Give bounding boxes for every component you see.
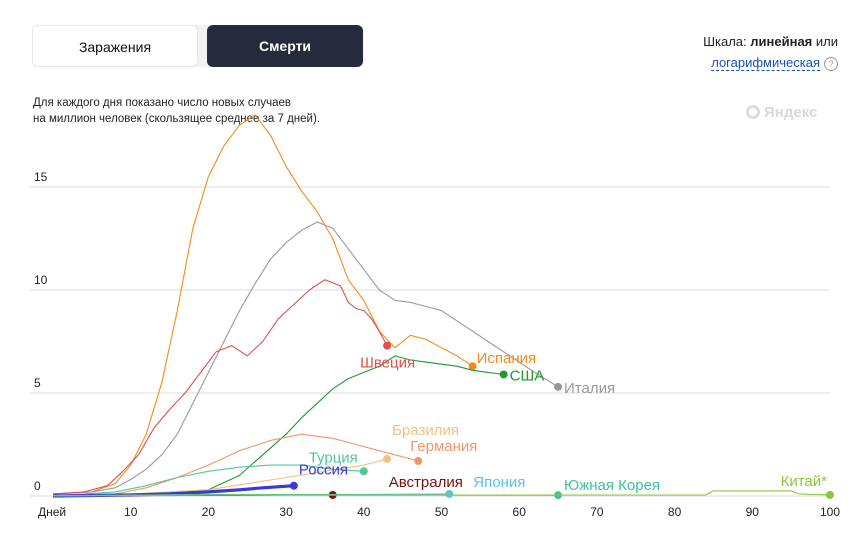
series-label: США <box>510 367 545 384</box>
series-line <box>52 279 388 495</box>
series-end-point <box>289 481 298 490</box>
series-label: Южная Корея <box>564 477 660 494</box>
y-tick-label: 5 <box>34 376 41 390</box>
series-line <box>52 221 559 495</box>
series-end-point <box>359 467 368 476</box>
scale-linear: линейная <box>750 34 813 49</box>
chart-note-line-2: на миллион человек (скользящее среднее з… <box>33 113 321 125</box>
series-end-point <box>445 489 454 498</box>
x-tick-label: 60 <box>513 505 527 519</box>
scale-prefix: Шкала: <box>703 34 751 49</box>
y-tick-label: 15 <box>34 170 48 184</box>
series-line <box>52 114 473 495</box>
chart-note: Для каждого дня показано число новых слу… <box>33 95 320 127</box>
series-end-point <box>383 454 392 463</box>
series-end-point <box>826 490 834 499</box>
series-end-point <box>554 382 563 391</box>
series-end-point <box>468 362 477 371</box>
x-tick-label: 30 <box>279 505 293 519</box>
series-line <box>52 355 504 497</box>
x-tick-label: 50 <box>435 505 449 519</box>
series-label: Германия <box>410 438 477 455</box>
yandex-logo-text: Яндекс <box>764 104 818 121</box>
scale-or: или <box>812 34 838 49</box>
x-tick-label: 70 <box>590 505 604 519</box>
scale-switcher: Шкала: линейная или логарифмическая? <box>703 31 838 73</box>
series-label: Швеция <box>360 355 415 372</box>
x-tick-label: 20 <box>202 505 216 519</box>
series-label: Испания <box>477 350 537 367</box>
x-axis-label: Дней <box>38 505 66 519</box>
series-label: Турция <box>309 449 358 466</box>
tab-infections[interactable]: Заражения <box>32 25 198 67</box>
x-tick-label: 100 <box>820 505 840 519</box>
scale-log-link[interactable]: логарифмическая <box>711 55 820 71</box>
series-line <box>52 433 419 497</box>
chart-note-line-1: Для каждого дня показано число новых слу… <box>33 97 291 109</box>
y-tick-label: 10 <box>34 273 48 287</box>
series-label: Австралия <box>389 474 463 491</box>
series-end-point <box>383 341 392 350</box>
series-line <box>52 490 831 497</box>
x-tick-label: 40 <box>357 505 371 519</box>
series-label: Япония <box>473 474 525 491</box>
metric-tabs: Заражения Смерти <box>32 25 364 67</box>
tab-deaths[interactable]: Смерти <box>207 25 363 67</box>
series-label: Россия <box>299 462 348 479</box>
x-tick-label: 10 <box>124 505 138 519</box>
yandex-logo-icon <box>746 105 760 119</box>
help-icon[interactable]: ? <box>824 56 838 71</box>
yandex-logo: Яндекс <box>746 104 817 121</box>
series-label: Китай* <box>781 473 828 490</box>
series-end-point <box>414 456 423 465</box>
series-label: Бразилия <box>392 422 459 439</box>
x-tick-label: 90 <box>746 505 760 519</box>
y-tick-label: 0 <box>34 479 41 493</box>
scale-line-2: логарифмическая? <box>703 52 838 73</box>
series-line <box>52 464 364 497</box>
series-end-point <box>499 370 508 379</box>
series-label: Италия <box>564 380 615 397</box>
scale-line-1: Шкала: линейная или <box>703 31 838 52</box>
x-tick-label: 80 <box>668 505 682 519</box>
